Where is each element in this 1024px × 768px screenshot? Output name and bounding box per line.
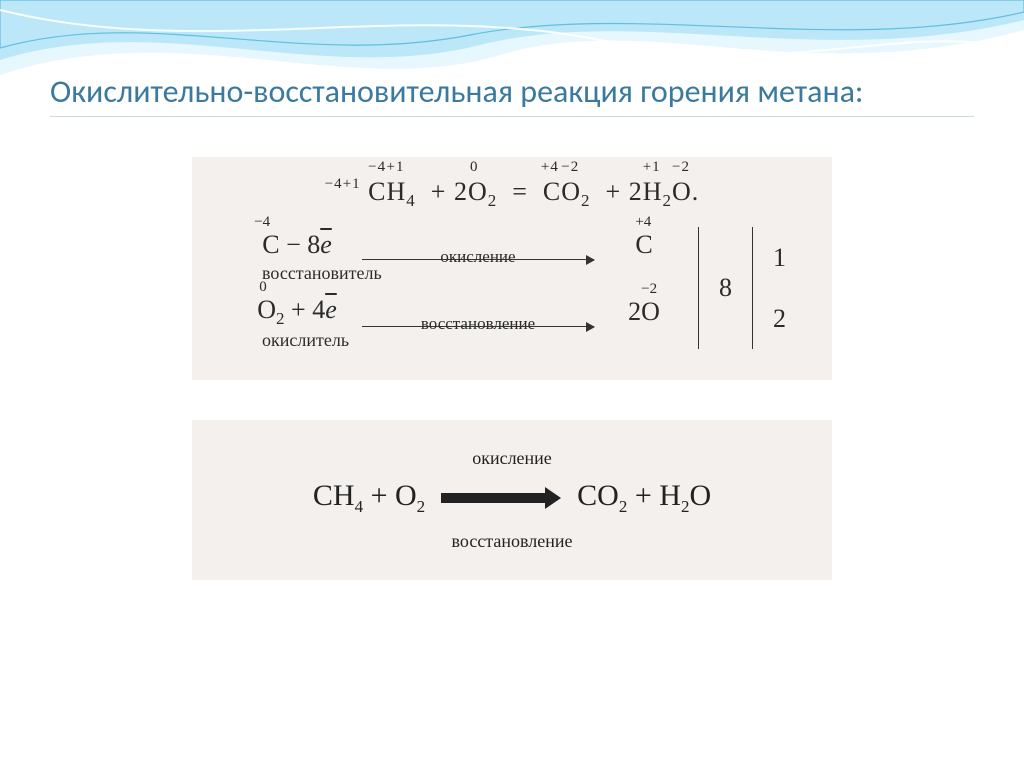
reaction-arrow-icon bbox=[441, 489, 561, 507]
slide-content: Окислительно-восстановительная реакция г… bbox=[0, 0, 1024, 580]
reducer-label: восстановитель bbox=[232, 263, 684, 284]
reduction-label-2: восстановление bbox=[252, 531, 772, 552]
multiplier-2: 2 bbox=[773, 304, 786, 334]
overall-equation: −4+1 −4C+1H4 + 20O2 = +4C−2O2 + 2+1H2−2O… bbox=[232, 177, 792, 211]
equation-block-1: −4+1 −4C+1H4 + 20O2 = +4C−2O2 + 2+1H2−2O… bbox=[192, 157, 832, 380]
equation-block-2: окисление CH4 + O2 CO2 + H2O восстановле… bbox=[192, 420, 832, 580]
half-reactions-container: −4C − 8e окисление +4C восстановитель 0O… bbox=[232, 221, 792, 355]
half-reaction-oxidation: −4C − 8e окисление +4C bbox=[232, 221, 684, 269]
half-reaction-reduction: 0O2 + 4e восстановление 2−2O bbox=[232, 288, 684, 336]
species-CH4: −4C+1H4 bbox=[368, 177, 416, 206]
reduction-label: восстановление bbox=[421, 314, 535, 333]
summary-rhs: CO2 + H2O bbox=[577, 479, 711, 517]
summary-lhs: CH4 + O2 bbox=[313, 479, 425, 517]
oxidation-label-2: окисление bbox=[252, 448, 772, 469]
summary-equation: CH4 + O2 CO2 + H2O bbox=[252, 479, 772, 517]
electron-balance: 8 1 2 bbox=[684, 221, 792, 355]
multiplier-1: 1 bbox=[773, 243, 786, 273]
oxidation-label: окисление bbox=[440, 247, 515, 266]
slide-title: Окислительно-восстановительная реакция г… bbox=[50, 72, 974, 117]
oxidizer-label: окислитель bbox=[232, 330, 684, 351]
balance-lcm: 8 bbox=[719, 273, 732, 303]
